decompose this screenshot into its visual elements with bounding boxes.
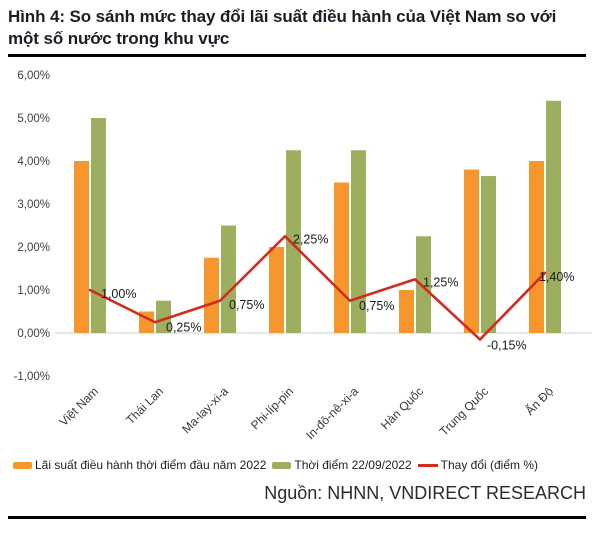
legend-item-initial-rate: Lãi suất điều hành thời điểm đầu năm 202… [13,458,266,472]
x-axis-category-label: Thái Lan [123,384,166,427]
legend-item-change: Thay đổi (điểm %) [417,458,539,472]
legend-swatch-change-line [417,463,438,467]
legend-swatch-initial-rate [13,461,32,469]
legend-label-current-rate: Thời điểm 22/09/2022 [294,458,412,472]
bar-initial-2022 [464,169,479,333]
x-axis-category-label: Hàn Quốc [378,384,426,432]
y-axis-tick-label: 6,00% [17,70,50,82]
source-attribution: Nguồn: NHNN, VNDIRECT RESEARCH [264,483,586,503]
bar-22-09-2022 [286,150,301,333]
y-axis-tick-label: 1,00% [17,285,50,297]
bar-22-09-2022 [351,150,366,333]
legend-swatch-current-rate [272,461,292,469]
bar-initial-2022 [529,161,544,333]
policy-rate-comparison-chart: 6,00% 5,00% 4,00% 3,00% 2,00% 1,00% 0,00% -1,00… [14,70,592,442]
x-axis-category-label: Phi-líp-pin [248,384,296,432]
title-divider [8,54,586,57]
bar-22-09-2022 [221,225,236,333]
change-line-label: 0,75% [359,299,394,313]
figure-title: Hình 4: So sánh mức thay đổi lãi suất đi… [8,7,557,48]
bar-initial-2022 [204,257,219,333]
bar-22-09-2022 [481,176,496,333]
change-line-label: 0,75% [229,298,264,312]
bar-22-09-2022 [91,118,106,333]
change-line-label: 0,25% [166,320,201,334]
bar-initial-2022 [399,290,414,333]
change-line-label: -0,15% [487,338,527,352]
change-line-label: 2,25% [293,232,328,246]
legend-label-initial-rate: Lãi suất điều hành thời điểm đầu năm 202… [35,458,267,472]
x-axis-category-label: In-đô-nê-xi-a [303,384,361,442]
legend-item-current-rate: Thời điểm 22/09/2022 [272,458,412,472]
y-axis-tick-label: 3,00% [17,199,50,211]
bar-22-09-2022 [546,100,561,333]
chart-legend: Lãi suất điều hành thời điểm đầu năm 202… [13,458,544,472]
y-axis-tick-label: 2,00% [17,242,50,254]
y-axis-tick-label: 5,00% [17,113,50,125]
change-line-label: 1,40% [539,270,574,284]
x-axis-category-label: Trung Quốc [437,384,491,438]
bar-initial-2022 [334,182,349,333]
bar-22-09-2022 [416,236,431,333]
bar-initial-2022 [269,247,284,333]
x-axis-category-label: Ấn Độ [522,383,556,417]
change-line-label: 1,00% [101,287,136,301]
bar-22-09-2022 [156,300,171,333]
x-axis-category-label: Ma-lay-xi-a [179,384,231,436]
x-axis-category-label: Việt Nam [56,384,101,429]
y-axis-tick-label: 4,00% [17,156,50,168]
legend-label-change: Thay đổi (điểm %) [440,458,539,472]
bar-initial-2022 [74,161,89,333]
y-axis-tick-label: -1,00% [14,371,50,383]
change-line-label: 1,25% [423,275,458,289]
bottom-divider [8,516,586,519]
y-axis-tick-label: 0,00% [17,328,50,340]
change-line [88,234,547,341]
